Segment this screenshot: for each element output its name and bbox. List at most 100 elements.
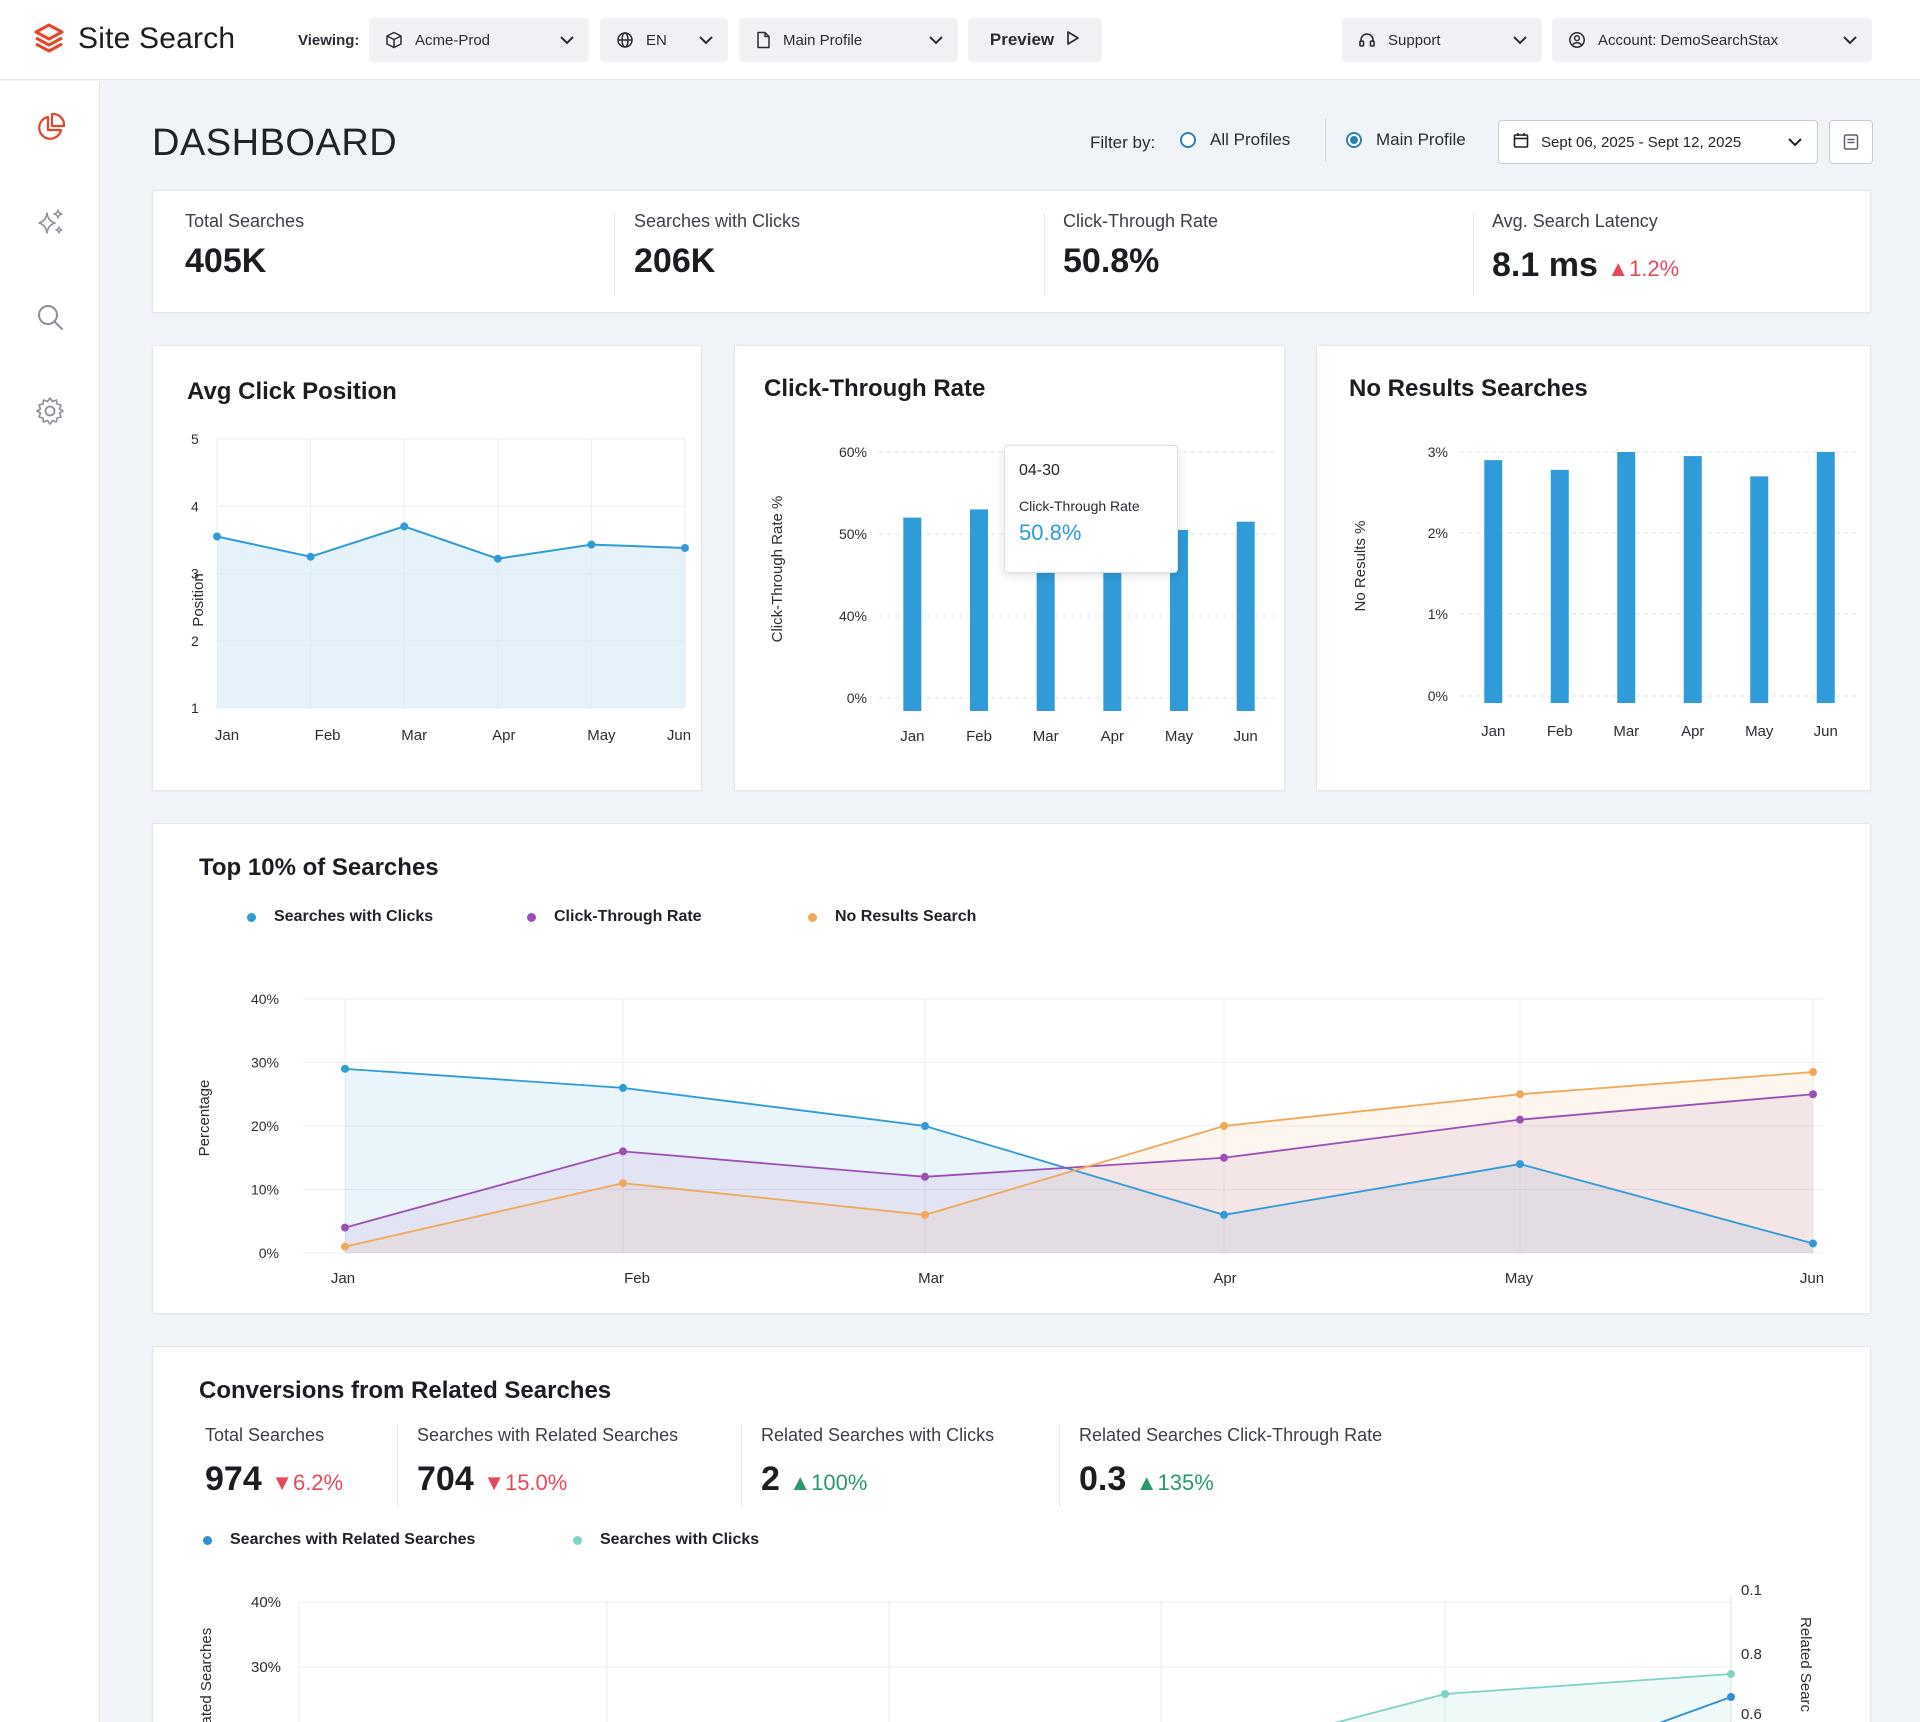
radio-label: Main Profile — [1376, 130, 1466, 149]
series-line — [344, 1071, 1814, 1248]
search-icon — [38, 305, 63, 330]
legend-item[interactable]: Searches with Related Searches — [203, 1531, 475, 1549]
y2-tick-label: 0.8 — [1741, 1646, 1762, 1663]
data-point — [587, 540, 596, 549]
app-logo[interactable]: Site Search — [34, 22, 235, 56]
radio-indicator — [1180, 132, 1196, 148]
stack-logo-icon — [34, 23, 64, 53]
x-tick-label: Jan — [900, 728, 924, 745]
x-tick-label: Feb — [315, 727, 341, 744]
nav-item-ai[interactable] — [32, 205, 68, 241]
x-tick-label: Apr — [1101, 728, 1124, 745]
bar — [1484, 460, 1503, 703]
data-point — [1441, 1690, 1449, 1698]
side-nav — [0, 81, 100, 1722]
conversions-card: Conversions from Related Searches Total … — [152, 1346, 1871, 1722]
kpi-value: 704 — [417, 1460, 474, 1498]
support-label: Support — [1388, 31, 1441, 49]
y-tick-label: 30% — [251, 1055, 279, 1071]
kpi-value: 405K — [185, 242, 267, 280]
environment-value: Acme-Prod — [415, 31, 491, 49]
play-icon — [1066, 30, 1080, 51]
data-point — [921, 1122, 929, 1130]
legend-dot — [573, 1535, 582, 1545]
legend-item[interactable]: No Results Search — [808, 908, 976, 926]
data-point — [1809, 1068, 1817, 1077]
filter-all-profiles-radio[interactable]: All Profiles — [1180, 130, 1290, 150]
data-point — [1727, 1670, 1735, 1678]
top-searches-chart: 0% 10% 20% 30% 40% Jan Feb Mar Apr May Jun Percenta… — [196, 991, 1824, 1287]
account-label: Account: DemoSearchStax — [1598, 31, 1779, 49]
chevron-down-icon — [1512, 32, 1528, 49]
data-point — [341, 1242, 349, 1251]
nav-item-analytics[interactable] — [32, 110, 68, 146]
tooltip-value: 50.8% — [1019, 520, 1082, 545]
data-point — [341, 1064, 349, 1073]
x-tick-label: Feb — [966, 728, 992, 745]
legend-label: Searches with Related Searches — [230, 1531, 476, 1548]
support-select[interactable]: Support — [1342, 18, 1542, 62]
date-range-select[interactable]: Sept 06, 2025 - Sept 12, 2025 — [1498, 120, 1818, 164]
no-results-chart: 0% 1% 2% 3% Jan Feb Mar Apr May Jun No Results % — [1352, 444, 1859, 740]
y-axis-label: Position — [190, 573, 207, 626]
divider — [397, 1425, 398, 1507]
radio-label: All Profiles — [1210, 130, 1291, 149]
environment-select[interactable]: Acme-Prod — [369, 18, 589, 62]
kpi-label: Total Searches — [185, 211, 305, 231]
series-line — [216, 525, 686, 560]
profile-select[interactable]: Main Profile — [739, 18, 958, 62]
avg-click-position-card: Avg Click Position 1 2 3 4 5 Jan Feb Mar Apr May J… — [152, 345, 702, 791]
bar — [1550, 469, 1569, 703]
report-button[interactable] — [1829, 120, 1873, 164]
chart-tooltip: 04-30 Click-Through Rate 50.8% — [1004, 445, 1178, 573]
data-point — [921, 1172, 929, 1181]
nav-item-search[interactable] — [32, 299, 68, 335]
kpi-value: 2 — [761, 1460, 780, 1498]
viewing-label: Viewing: — [298, 32, 360, 49]
y2-tick-label: 0.6 — [1741, 1706, 1762, 1722]
kpi-label: Related Searches with Clicks — [761, 1425, 995, 1445]
data-point — [1516, 1090, 1524, 1099]
data-point — [1516, 1115, 1524, 1124]
kpi-label: Click-Through Rate — [1063, 211, 1219, 231]
x-tick-label: May — [1505, 1270, 1534, 1287]
kpi-delta: ▼6.2% — [271, 1470, 344, 1495]
data-point — [306, 552, 315, 561]
y-tick-label: 20% — [251, 1118, 279, 1134]
bar — [903, 517, 922, 711]
y-axis-label: Click-Through Rate % — [769, 496, 786, 643]
top-bar: Site Search Viewing: Acme-Prod EN Main P… — [0, 0, 1920, 80]
x-tick-label: Jan — [331, 1270, 355, 1287]
x-tick-label: Jun — [1234, 728, 1258, 745]
divider — [1473, 213, 1474, 295]
x-tick-label: Feb — [1547, 723, 1573, 740]
legend-dot — [527, 912, 536, 922]
legend-dot — [247, 912, 256, 922]
account-select[interactable]: Account: DemoSearchStax — [1552, 18, 1872, 62]
legend-item[interactable]: Searches with Clicks — [247, 908, 433, 926]
kpi-value: 50.8% — [1063, 242, 1160, 280]
x-tick-label: May — [587, 727, 616, 744]
chevron-down-icon — [698, 32, 714, 49]
x-tick-label: Mar — [1613, 723, 1639, 740]
filter-main-profile-radio[interactable]: Main Profile — [1346, 130, 1466, 150]
legend-label: No Results Search — [835, 908, 977, 925]
preview-button[interactable]: Preview — [968, 18, 1102, 62]
language-select[interactable]: EN — [600, 18, 728, 62]
data-point — [1809, 1239, 1817, 1248]
chevron-down-icon — [928, 32, 944, 49]
y-axis-label: Related Searches — [198, 1628, 215, 1722]
legend-item[interactable]: Searches with Clicks — [573, 1531, 759, 1549]
legend-item[interactable]: Click-Through Rate — [527, 908, 702, 926]
y-tick-label: 40% — [839, 608, 867, 624]
nav-item-settings[interactable] — [32, 393, 68, 429]
y-tick-label: 1% — [1428, 606, 1448, 622]
report-icon — [1843, 134, 1859, 150]
kpi-value: 8.1 ms — [1492, 246, 1598, 284]
divider — [1059, 1425, 1060, 1507]
x-tick-label: Feb — [624, 1270, 650, 1287]
sparkles-icon — [38, 209, 63, 234]
tooltip-label: Click-Through Rate — [1019, 498, 1140, 514]
y-tick-label: 30% — [251, 1659, 281, 1676]
legend-label: Searches with Clicks — [600, 1531, 760, 1548]
